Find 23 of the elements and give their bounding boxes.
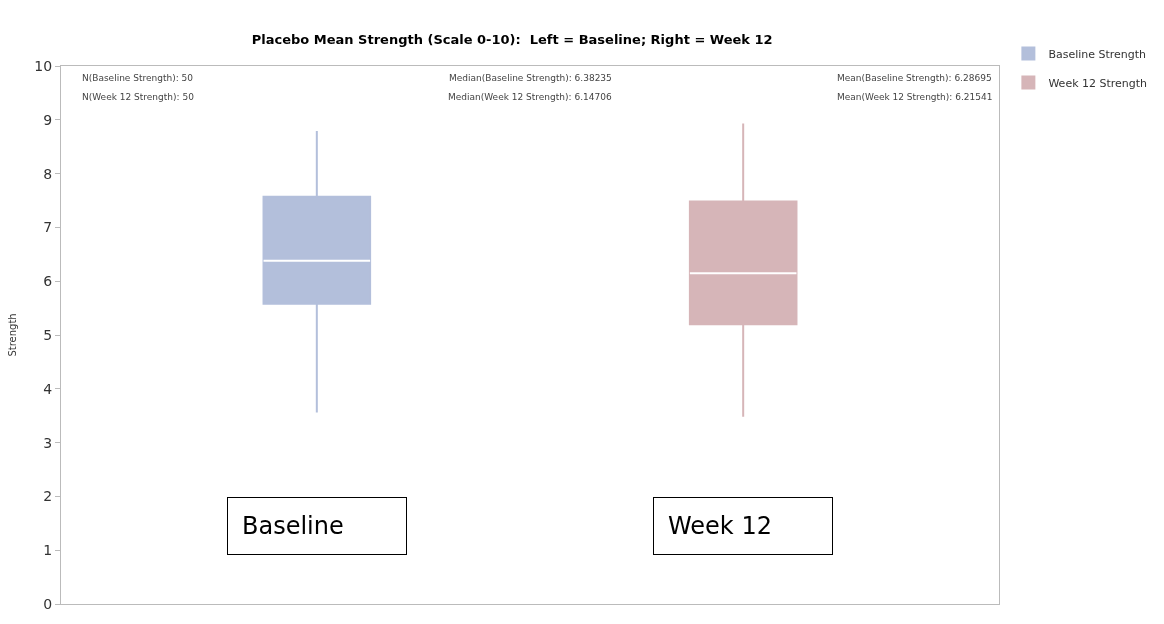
y-tick-label: 2: [43, 488, 53, 505]
legend-label: Week 12 Strength: [1048, 76, 1148, 90]
annotation: Baseline: [242, 512, 344, 540]
y-tick-label: 1: [43, 542, 53, 559]
y-tick-label: 8: [43, 165, 53, 182]
y-tick-label: 0: [43, 595, 53, 612]
y-tick-label: 3: [43, 434, 53, 451]
y-tick-label: 4: [43, 380, 53, 397]
annotation: Median(Baseline Strength): 6.38235: [449, 73, 612, 83]
y-tick-label: 10: [34, 57, 53, 74]
annotation: N(Week 12 Strength): 50: [82, 92, 195, 102]
y-tick-label: 9: [43, 111, 53, 128]
y-tick-label: 5: [43, 326, 53, 343]
annotation: Median(Week 12 Strength): 6.14706: [448, 92, 612, 102]
annotation: Mean(Baseline Strength): 6.28695: [837, 73, 992, 83]
annotation: N(Baseline Strength): 50: [82, 73, 194, 83]
y-tick-label: 7: [43, 219, 53, 236]
chart-title: Placebo Mean Strength (Scale 0-10): Left = Baseline; Right = Week 12: [251, 31, 773, 47]
y-tick-label: 6: [43, 273, 53, 290]
y-axis-title: Strength: [7, 313, 19, 357]
legend-label: Baseline Strength: [1048, 47, 1147, 61]
annotation: Mean(Week 12 Strength): 6.21541: [837, 92, 993, 102]
annotation: Week 12: [668, 512, 772, 540]
